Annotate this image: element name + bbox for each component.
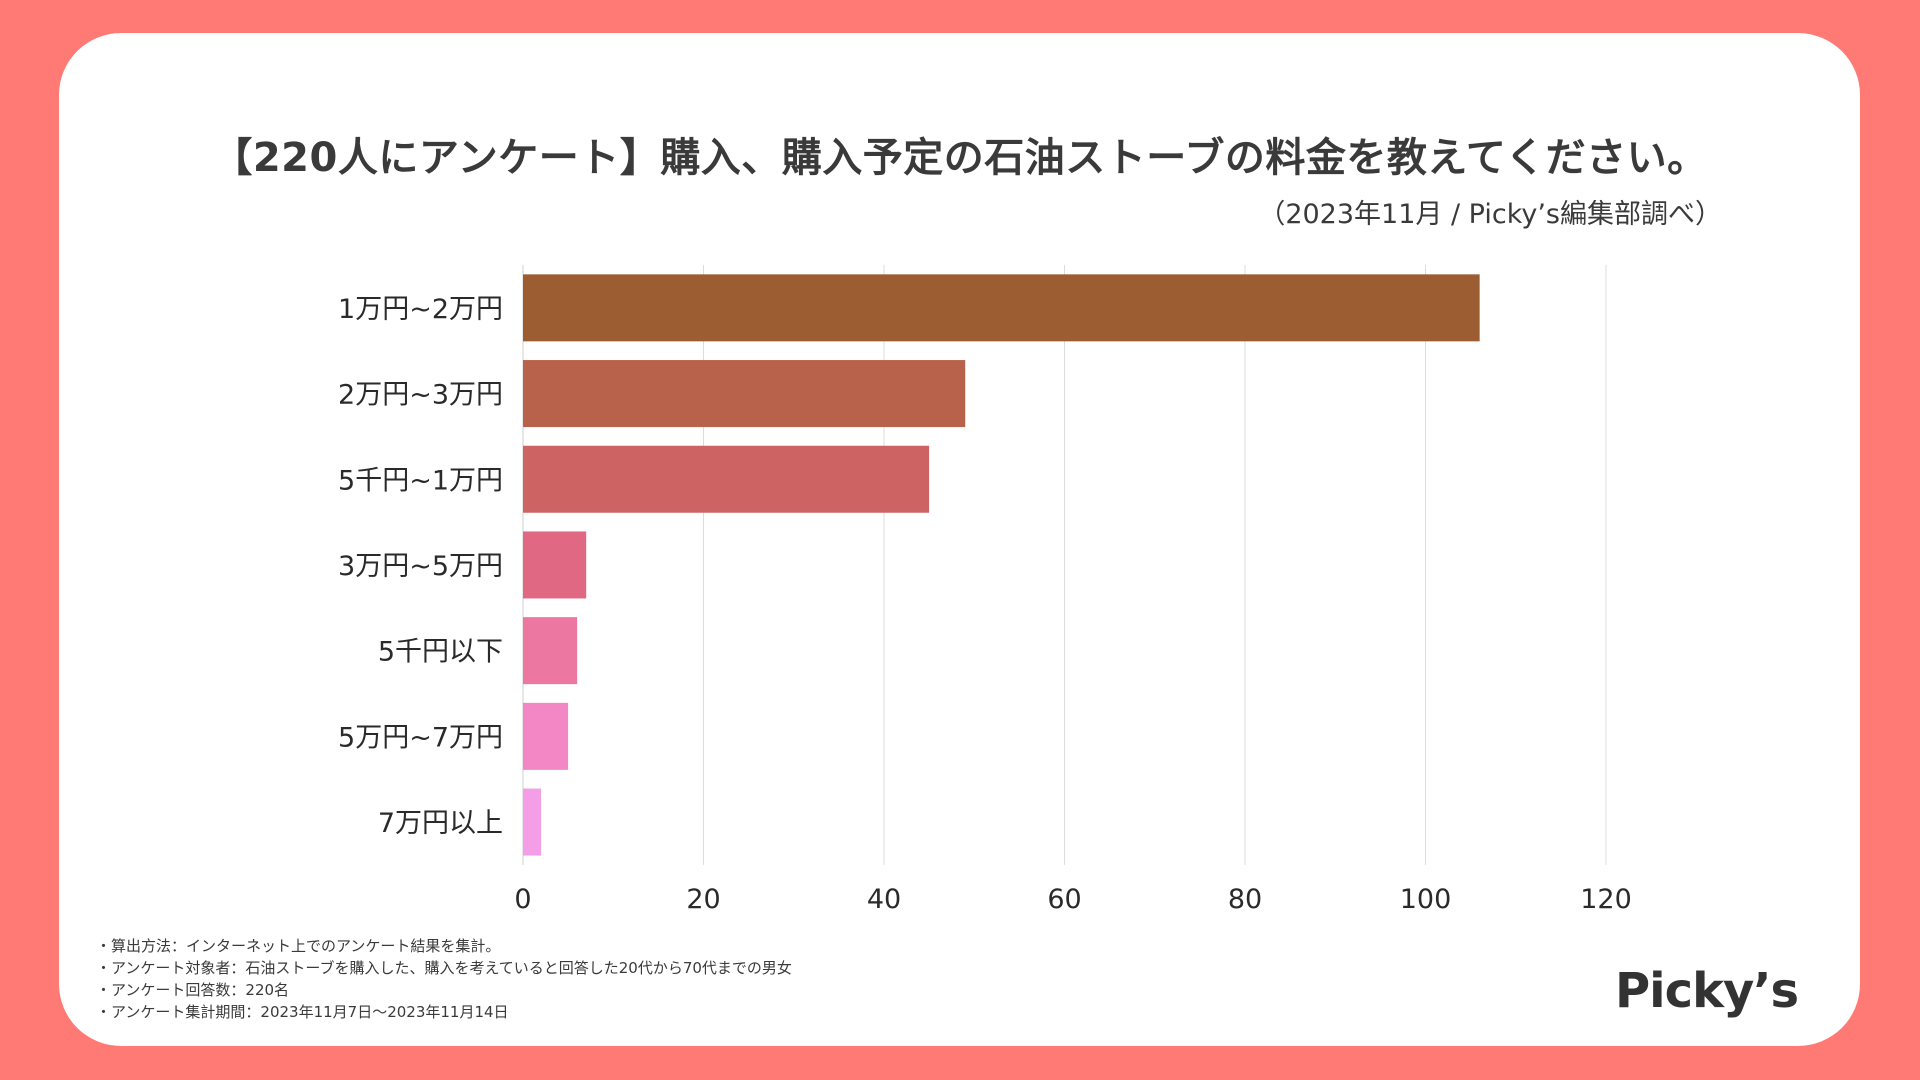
chart-subtitle: （2023年11月 / Picky’s編集部調べ） <box>1258 199 1722 230</box>
x-tick-label-2: 40 <box>867 884 901 915</box>
pickys-logo: Picky’s <box>1615 963 1799 1019</box>
bar-0 <box>523 274 1480 342</box>
bar-3 <box>523 531 587 599</box>
category-label-0: 1万円~2万円 <box>338 294 503 325</box>
category-label-2: 5千円~1万円 <box>338 465 503 496</box>
x-tick-label-6: 120 <box>1580 884 1632 915</box>
note-period: ・アンケート集計期間：2023年11月7日〜2023年11月14日 <box>96 1003 509 1021</box>
bar-6 <box>523 788 542 856</box>
bar-1 <box>523 360 966 428</box>
bar-4 <box>523 617 578 685</box>
chart-card <box>59 33 1860 1046</box>
x-tick-label-1: 20 <box>686 884 720 915</box>
category-label-5: 5万円~7万円 <box>338 722 503 753</box>
note-target: ・アンケート対象者：石油ストーブを購入した、購入を考えていると回答した20代から… <box>96 959 792 977</box>
note-count: ・アンケート回答数：220名 <box>96 981 290 999</box>
category-label-1: 2万円~3万円 <box>338 380 503 411</box>
bar-5 <box>523 702 569 770</box>
note-method: ・算出方法：インターネット上でのアンケート結果を集計。 <box>96 937 501 955</box>
category-label-3: 3万円~5万円 <box>338 551 503 582</box>
survey-notes: ・算出方法：インターネット上でのアンケート結果を集計。 ・アンケート対象者：石油… <box>96 935 792 1023</box>
chart-title: 【220人にアンケート】購入、購入予定の石油ストーブの料金を教えてください。 <box>212 135 1708 181</box>
x-tick-label-5: 100 <box>1400 884 1452 915</box>
bar-2 <box>523 445 930 513</box>
x-tick-label-3: 60 <box>1047 884 1081 915</box>
category-label-4: 5千円以下 <box>378 637 503 668</box>
x-tick-label-4: 80 <box>1228 884 1262 915</box>
category-label-6: 7万円以上 <box>378 808 503 839</box>
x-tick-label-0: 0 <box>514 884 531 915</box>
